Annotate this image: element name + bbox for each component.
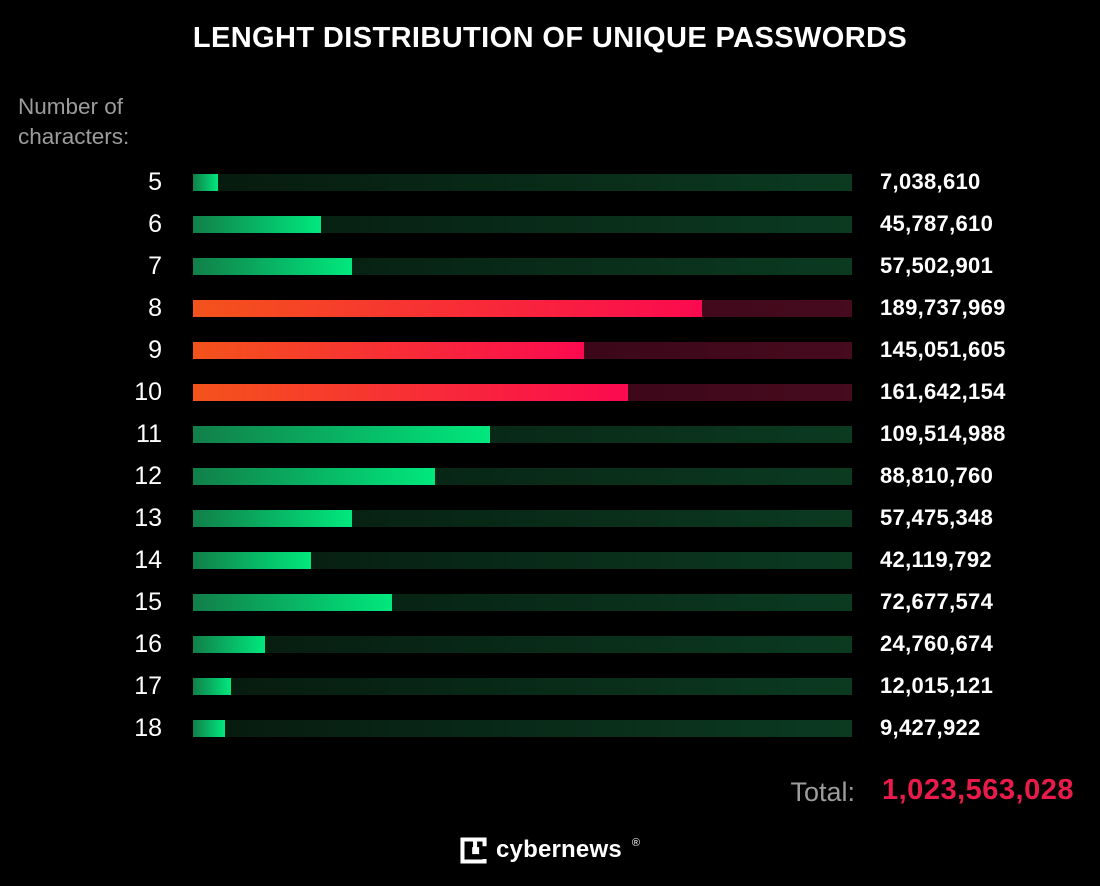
bar-fill bbox=[193, 509, 352, 527]
category-label: 9 bbox=[148, 335, 162, 364]
bar-row-9: 9 145,051,605 bbox=[0, 329, 1100, 371]
bar-row-17: 17 12,015,121 bbox=[0, 665, 1100, 707]
bar-fill bbox=[193, 299, 703, 317]
total-value: 1,023,563,028 bbox=[882, 774, 1074, 806]
bar-fill bbox=[193, 677, 232, 695]
category-label: 5 bbox=[148, 167, 162, 196]
value-label: 145,051,605 bbox=[880, 337, 1006, 362]
bar-row-13: 13 57,475,348 bbox=[0, 497, 1100, 539]
bar-track bbox=[193, 509, 852, 527]
y-axis-heading-line1: Number of bbox=[18, 94, 124, 119]
bar-track bbox=[193, 383, 852, 401]
registered-trademark: ® bbox=[631, 837, 640, 849]
value-label: 57,502,901 bbox=[880, 253, 994, 278]
bar-row-5: 5 7,038,610 bbox=[0, 161, 1100, 203]
value-label: 12,015,121 bbox=[880, 673, 994, 698]
bar-fill bbox=[193, 635, 266, 653]
value-label: 9,427,922 bbox=[880, 715, 981, 740]
bar-fill bbox=[193, 719, 225, 737]
value-label: 57,475,348 bbox=[880, 505, 994, 530]
category-label: 14 bbox=[134, 545, 162, 574]
bar-track bbox=[193, 467, 852, 485]
bar-fill bbox=[193, 467, 435, 485]
bar-track bbox=[193, 257, 852, 275]
bar-chart: 5 7,038,610 6 45,787,610 7 57,502,901 8 189,737… bbox=[0, 161, 1100, 749]
bar-row-6: 6 45,787,610 bbox=[0, 203, 1100, 245]
value-label: 7,038,610 bbox=[880, 169, 981, 194]
brand-footer: cybernews ® bbox=[460, 836, 640, 864]
value-label: 45,787,610 bbox=[880, 211, 994, 236]
y-axis-heading-line2: characters: bbox=[18, 124, 130, 149]
bar-track bbox=[193, 677, 852, 695]
bar-track bbox=[193, 173, 852, 191]
category-label: 12 bbox=[134, 461, 162, 490]
value-label: 161,642,154 bbox=[880, 379, 1006, 404]
bar-row-11: 11 109,514,988 bbox=[0, 413, 1100, 455]
total-label: Total: bbox=[790, 777, 855, 807]
bar-fill bbox=[193, 551, 312, 569]
chart-title: LENGHT DISTRIBUTION OF UNIQUE PASSWORDS bbox=[192, 22, 908, 54]
brand-name: cybernews bbox=[496, 836, 622, 863]
bar-fill bbox=[193, 593, 393, 611]
category-label: 17 bbox=[134, 671, 162, 700]
bar-track bbox=[193, 341, 852, 359]
category-label: 8 bbox=[148, 293, 162, 322]
category-label: 15 bbox=[134, 587, 162, 616]
category-label: 18 bbox=[134, 713, 162, 742]
value-label: 88,810,760 bbox=[880, 463, 994, 488]
category-label: 16 bbox=[134, 629, 162, 658]
bar-track bbox=[193, 719, 852, 737]
value-label: 42,119,792 bbox=[880, 547, 992, 572]
category-label: 11 bbox=[136, 419, 162, 448]
bar-row-10: 10 161,642,154 bbox=[0, 371, 1100, 413]
bar-row-16: 16 24,760,674 bbox=[0, 623, 1100, 665]
bar-fill bbox=[193, 383, 628, 401]
category-label: 13 bbox=[134, 503, 162, 532]
cybernews-logo-icon bbox=[460, 836, 487, 864]
bar-row-14: 14 42,119,792 bbox=[0, 539, 1100, 581]
bar-row-18: 18 9,427,922 bbox=[0, 707, 1100, 749]
bar-track bbox=[193, 593, 852, 611]
bar-fill bbox=[193, 425, 490, 443]
bar-fill bbox=[193, 257, 352, 275]
bar-track bbox=[193, 299, 852, 317]
category-label: 10 bbox=[134, 377, 162, 406]
y-axis-heading: Number of characters: bbox=[18, 92, 129, 152]
bar-row-12: 12 88,810,760 bbox=[0, 455, 1100, 497]
value-label: 109,514,988 bbox=[880, 421, 1006, 446]
bar-fill bbox=[193, 215, 321, 233]
bar-row-15: 15 72,677,574 bbox=[0, 581, 1100, 623]
bar-row-7: 7 57,502,901 bbox=[0, 245, 1100, 287]
value-label: 72,677,574 bbox=[880, 589, 994, 614]
bar-row-8: 8 189,737,969 bbox=[0, 287, 1100, 329]
bar-track bbox=[193, 215, 852, 233]
bar-fill bbox=[193, 341, 584, 359]
bar-track bbox=[193, 551, 852, 569]
bar-track bbox=[193, 635, 852, 653]
bar-fill bbox=[193, 173, 219, 191]
category-label: 6 bbox=[148, 209, 162, 238]
category-label: 7 bbox=[148, 251, 162, 280]
value-label: 189,737,969 bbox=[880, 295, 1006, 320]
value-label: 24,760,674 bbox=[880, 631, 994, 656]
bar-track bbox=[193, 425, 852, 443]
